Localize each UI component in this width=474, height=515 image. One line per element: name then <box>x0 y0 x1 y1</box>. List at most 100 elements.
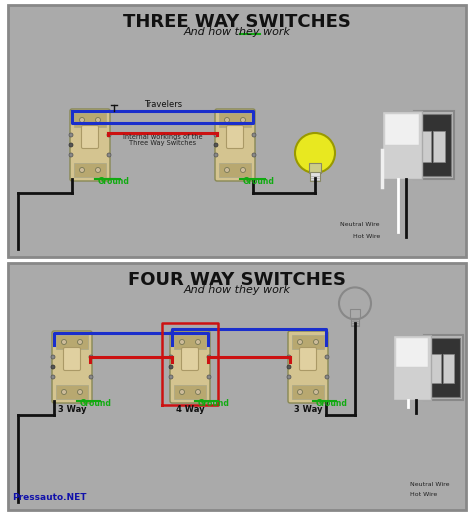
FancyBboxPatch shape <box>182 348 199 370</box>
Bar <box>174 335 206 349</box>
Text: 3 Way: 3 Way <box>294 405 322 414</box>
Bar <box>309 163 321 173</box>
Bar <box>56 385 88 399</box>
Circle shape <box>107 153 111 157</box>
Bar <box>443 354 454 383</box>
Bar <box>56 335 88 349</box>
Circle shape <box>287 375 291 379</box>
Circle shape <box>225 117 229 123</box>
Circle shape <box>298 389 302 394</box>
Bar <box>219 163 251 177</box>
Text: FOUR WAY SWITCHES: FOUR WAY SWITCHES <box>128 271 346 289</box>
Bar <box>174 385 206 399</box>
Circle shape <box>252 133 256 137</box>
Bar <box>74 113 106 127</box>
Bar <box>418 114 451 176</box>
FancyBboxPatch shape <box>52 331 92 403</box>
FancyBboxPatch shape <box>288 331 328 403</box>
Circle shape <box>95 167 100 173</box>
Circle shape <box>69 153 73 157</box>
Circle shape <box>195 339 201 345</box>
FancyBboxPatch shape <box>64 348 81 370</box>
Text: 3 Way: 3 Way <box>58 405 86 414</box>
Circle shape <box>69 133 73 137</box>
Bar <box>429 354 441 383</box>
Circle shape <box>252 153 256 157</box>
Circle shape <box>214 143 218 147</box>
FancyBboxPatch shape <box>227 126 244 148</box>
Text: And how they work: And how they work <box>183 285 291 295</box>
Text: And how they work: And how they work <box>183 27 291 37</box>
Bar <box>351 318 359 326</box>
Bar <box>382 111 421 179</box>
Circle shape <box>62 339 66 345</box>
FancyBboxPatch shape <box>82 126 99 148</box>
Text: Ground: Ground <box>80 399 112 408</box>
Circle shape <box>295 133 335 173</box>
Text: Neutral Wire: Neutral Wire <box>340 222 380 228</box>
Circle shape <box>51 355 55 359</box>
Circle shape <box>169 365 173 369</box>
Circle shape <box>225 167 229 173</box>
Bar <box>8 263 466 510</box>
Bar <box>425 335 463 400</box>
Bar <box>310 172 320 181</box>
FancyBboxPatch shape <box>215 109 255 181</box>
Bar <box>292 385 324 399</box>
Text: THREE WAY SWITCHES: THREE WAY SWITCHES <box>123 13 351 31</box>
Circle shape <box>80 117 84 123</box>
Bar <box>393 335 431 400</box>
Text: 4 Way: 4 Way <box>176 405 204 414</box>
Circle shape <box>107 133 111 137</box>
Circle shape <box>240 167 246 173</box>
Text: Hot Wire: Hot Wire <box>410 491 437 496</box>
Circle shape <box>180 339 184 345</box>
Circle shape <box>51 375 55 379</box>
Bar <box>396 337 428 367</box>
Circle shape <box>325 375 329 379</box>
Bar <box>350 309 360 318</box>
Circle shape <box>214 133 218 137</box>
Text: Ground: Ground <box>243 177 275 186</box>
Bar <box>414 111 454 179</box>
Circle shape <box>287 365 291 369</box>
Circle shape <box>69 143 73 147</box>
Bar <box>419 131 431 162</box>
Text: Neutral Wire: Neutral Wire <box>410 482 449 487</box>
Bar <box>219 113 251 127</box>
Bar <box>292 335 324 349</box>
Circle shape <box>195 389 201 394</box>
Circle shape <box>169 355 173 359</box>
Bar <box>428 337 460 397</box>
Circle shape <box>89 375 93 379</box>
Circle shape <box>207 355 211 359</box>
Bar <box>385 114 419 145</box>
Circle shape <box>78 339 82 345</box>
Text: Hot Wire: Hot Wire <box>353 234 380 239</box>
FancyBboxPatch shape <box>170 331 210 403</box>
Circle shape <box>287 355 291 359</box>
Text: Ground: Ground <box>198 399 230 408</box>
Bar <box>8 5 466 257</box>
FancyBboxPatch shape <box>70 109 110 181</box>
Text: Internal workings of the
Three Way Switches: Internal workings of the Three Way Switc… <box>123 133 203 146</box>
Bar <box>433 131 445 162</box>
Text: Pressauto.NET: Pressauto.NET <box>12 493 86 502</box>
Text: Ground: Ground <box>316 399 348 408</box>
Circle shape <box>51 365 55 369</box>
Circle shape <box>325 355 329 359</box>
Circle shape <box>95 117 100 123</box>
Circle shape <box>207 375 211 379</box>
Circle shape <box>180 389 184 394</box>
Circle shape <box>89 355 93 359</box>
Circle shape <box>169 375 173 379</box>
Circle shape <box>313 339 319 345</box>
FancyBboxPatch shape <box>300 348 317 370</box>
Circle shape <box>62 389 66 394</box>
Text: Ground: Ground <box>98 177 130 186</box>
Bar <box>74 163 106 177</box>
Circle shape <box>80 167 84 173</box>
Circle shape <box>298 339 302 345</box>
Circle shape <box>313 389 319 394</box>
Circle shape <box>78 389 82 394</box>
